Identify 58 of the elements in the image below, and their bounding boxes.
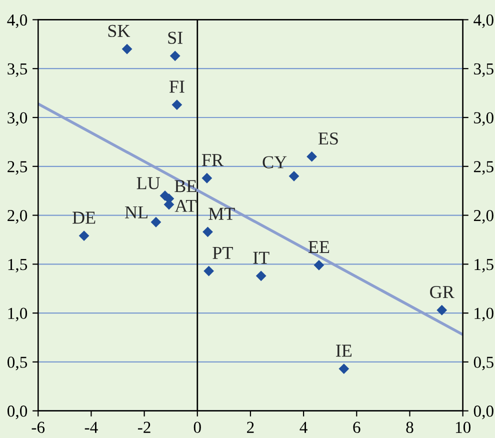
y-tick-label: 2,5 bbox=[8, 161, 28, 175]
annotation: FR bbox=[202, 154, 224, 166]
point bbox=[288, 170, 300, 182]
x-tick-label: -6 bbox=[32, 422, 45, 433]
y-tick-label: 0,0 bbox=[8, 406, 28, 420]
point bbox=[122, 44, 132, 54]
point bbox=[170, 50, 180, 62]
point bbox=[204, 266, 214, 276]
x-tick-label: 8 bbox=[406, 422, 414, 433]
point bbox=[314, 260, 324, 270]
y2-tick-label: 2,0 bbox=[474, 210, 494, 224]
annotation: ES bbox=[318, 132, 338, 145]
annotation: CY bbox=[262, 156, 287, 168]
y2-tick-label: 0,0 bbox=[474, 406, 494, 420]
x-tick-label: -4 bbox=[84, 422, 98, 433]
annotation: NL bbox=[125, 206, 148, 218]
y2-tick-label: 4,0 bbox=[474, 14, 494, 28]
annotation: LU bbox=[136, 177, 160, 190]
annotation: PT bbox=[212, 247, 233, 259]
point bbox=[338, 364, 350, 374]
annotation: DE bbox=[72, 212, 96, 224]
x-tick-label: 2 bbox=[247, 422, 254, 433]
y2-tick-label: 3,0 bbox=[474, 112, 494, 126]
annotation: SI bbox=[168, 32, 182, 44]
y2-tick-label: 1,0 bbox=[474, 308, 494, 322]
point bbox=[306, 151, 317, 162]
annotation: AT bbox=[174, 200, 196, 212]
point bbox=[172, 100, 182, 110]
y2-tick-label: 1,5 bbox=[474, 258, 494, 273]
y-tick-label: 1,0 bbox=[8, 308, 28, 322]
point bbox=[150, 216, 162, 228]
annotation: SK bbox=[108, 24, 130, 38]
y2-tick-label: 0,5 bbox=[474, 356, 494, 370]
y-tick-label: 1,5 bbox=[8, 258, 28, 273]
y-tick-label: 2,0 bbox=[8, 210, 28, 224]
x-tick-label: 4 bbox=[300, 422, 308, 433]
y2-tick-label: 2,5 bbox=[474, 161, 494, 175]
point bbox=[78, 230, 90, 242]
annotation: FI bbox=[169, 80, 184, 93]
annotation: IE bbox=[336, 344, 352, 357]
x-tick-label: -2 bbox=[138, 422, 150, 433]
annotation: EE bbox=[308, 241, 330, 253]
y-tick-label: 3,5 bbox=[8, 63, 28, 77]
y-tick-label: 4,0 bbox=[7, 14, 28, 28]
point bbox=[256, 270, 266, 282]
y2-tick-label: 3,5 bbox=[474, 63, 494, 77]
x-tick-label: 10 bbox=[456, 422, 471, 433]
x-tick-label: 0 bbox=[194, 422, 201, 433]
annotation: GR bbox=[430, 286, 454, 298]
annotation: IT bbox=[253, 252, 270, 264]
point bbox=[436, 304, 448, 316]
annotation: MT bbox=[208, 208, 235, 220]
y-tick-label: 3,0 bbox=[8, 112, 28, 126]
y-tick-label: 0,5 bbox=[8, 356, 28, 370]
point bbox=[202, 172, 212, 184]
annotation: BE bbox=[174, 180, 196, 192]
x-tick-label: 6 bbox=[353, 422, 360, 433]
point bbox=[202, 226, 213, 238]
